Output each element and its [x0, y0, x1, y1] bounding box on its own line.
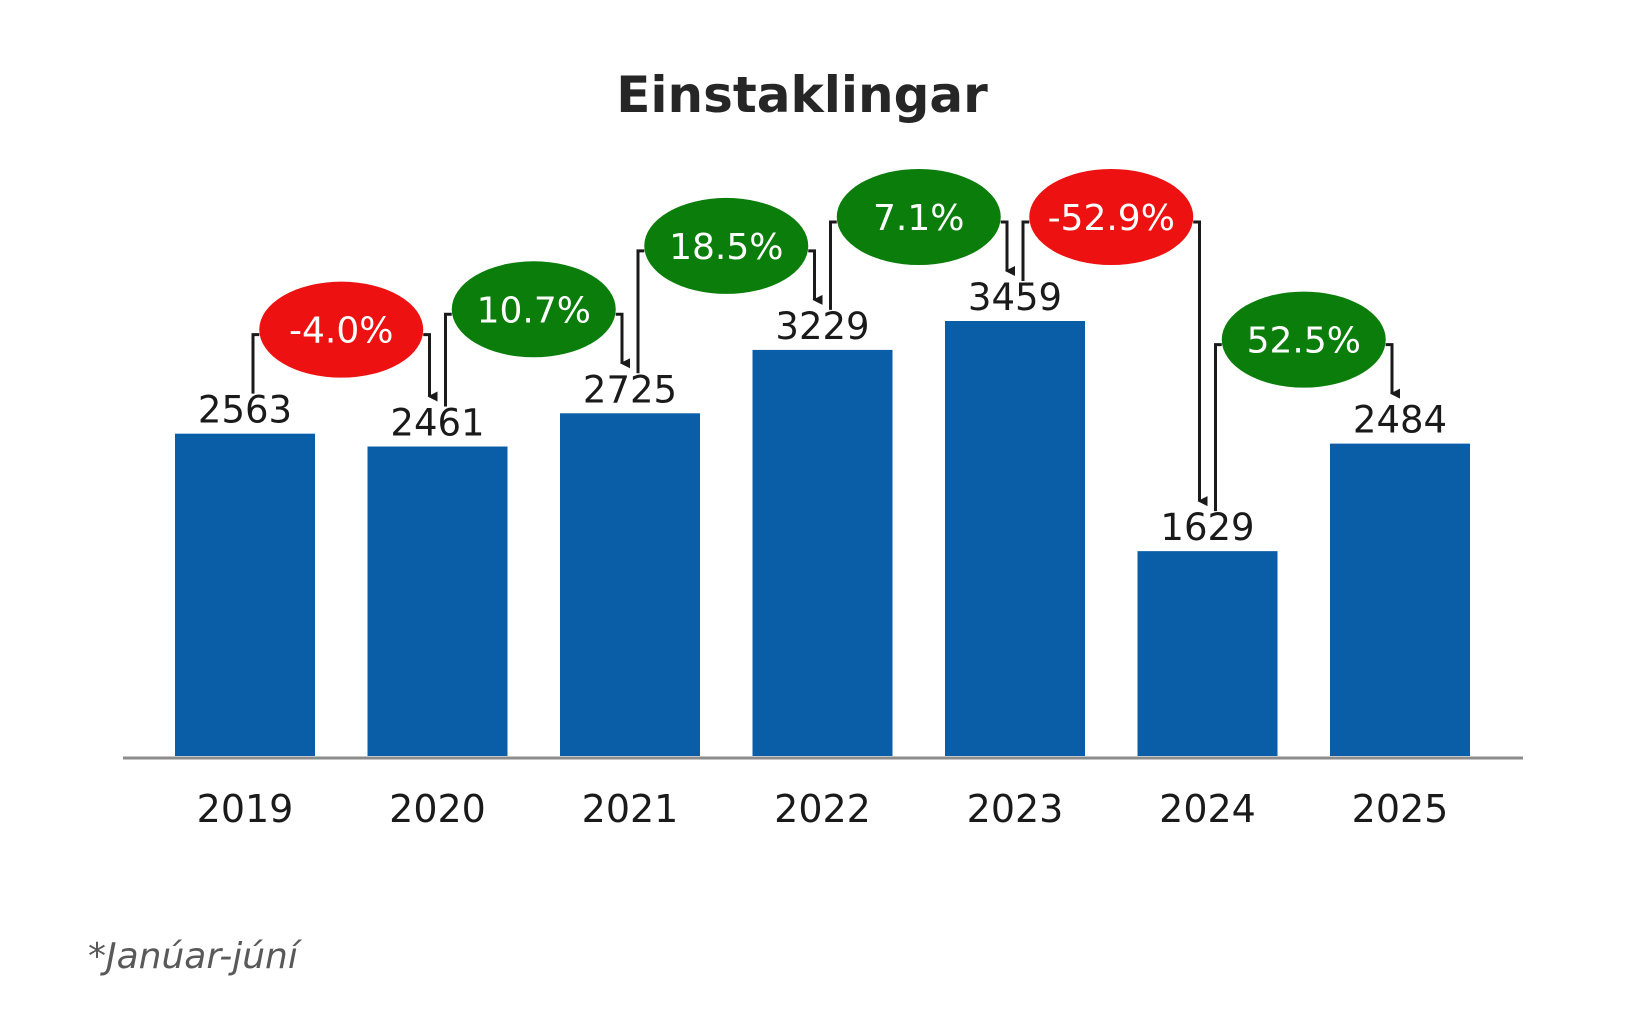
change-badge-2020-2021: [451, 261, 616, 358]
x-tick-label-2019: 2019: [197, 787, 294, 831]
bar-2019: [175, 433, 315, 756]
change-badge-2022-2023: [836, 169, 1001, 265]
bars-layer: [175, 321, 1470, 756]
connector-arrow-to-2020: [423, 333, 438, 402]
value-label-2020: 2461: [390, 402, 484, 445]
bar-2025: [1330, 443, 1470, 756]
chart-title: Einstaklingar: [616, 66, 988, 124]
connector-from-2024: [1214, 343, 1222, 512]
connector-from-2021: [636, 249, 645, 374]
x-tick-label-2025: 2025: [1352, 787, 1449, 831]
change-label-2022-2023: 7.1%: [873, 198, 964, 239]
change-label-2024-2025: 52.5%: [1247, 321, 1361, 362]
connector-arrow-to-2023: [1000, 220, 1015, 276]
bar-2022: [752, 349, 893, 756]
x-tick-label-2024: 2024: [1159, 787, 1256, 831]
change-label-2023-2024: -52.9%: [1048, 198, 1175, 239]
connector-arrow-to-2025: [1385, 343, 1400, 399]
x-tick-label-2020: 2020: [389, 787, 486, 831]
change-badge-2023-2024: [1029, 169, 1194, 265]
change-label-2021-2022: 18.5%: [669, 227, 783, 268]
connector-from-2022: [829, 220, 837, 310]
connector-from-2019: [251, 333, 260, 394]
labels-layer: 2563 2019 2461 2020 2725 2021 3229 2022 3459 2023…: [197, 276, 1449, 831]
change-badge-2021-2022: [644, 197, 809, 294]
connector-arrow-to-2021: [615, 312, 630, 369]
x-tick-label-2022: 2022: [774, 787, 871, 831]
bar-2021: [560, 413, 700, 756]
connectors-layer: [251, 220, 1400, 512]
change-badge-2024-2025: [1221, 291, 1386, 388]
value-label-2019: 2563: [198, 389, 292, 432]
change-badges-layer: -4.0% 10.7% 18.5% 7.1% -52.9% 52.5%: [259, 169, 1386, 388]
value-label-2024: 1629: [1160, 506, 1254, 549]
x-tick-label-2021: 2021: [582, 787, 679, 831]
value-label-2025: 2484: [1353, 399, 1447, 442]
value-label-2021: 2725: [583, 368, 677, 411]
change-badge-2019-2020: [259, 281, 424, 378]
bar-2020: [367, 446, 508, 756]
footnote: *Janúar-júní: [88, 936, 303, 977]
value-label-2022: 3229: [775, 305, 869, 348]
bar-2024: [1137, 551, 1278, 756]
connector-from-2023: [1021, 220, 1030, 281]
connector-from-2020: [444, 312, 452, 407]
connector-arrow-to-2022: [808, 249, 823, 305]
bar-2023: [945, 321, 1085, 756]
value-label-2023: 3459: [968, 276, 1062, 319]
change-label-2019-2020: -4.0%: [289, 311, 393, 352]
change-label-2020-2021: 10.7%: [477, 290, 591, 331]
x-tick-label-2023: 2023: [967, 787, 1064, 831]
connector-arrow-to-2024: [1193, 220, 1208, 507]
